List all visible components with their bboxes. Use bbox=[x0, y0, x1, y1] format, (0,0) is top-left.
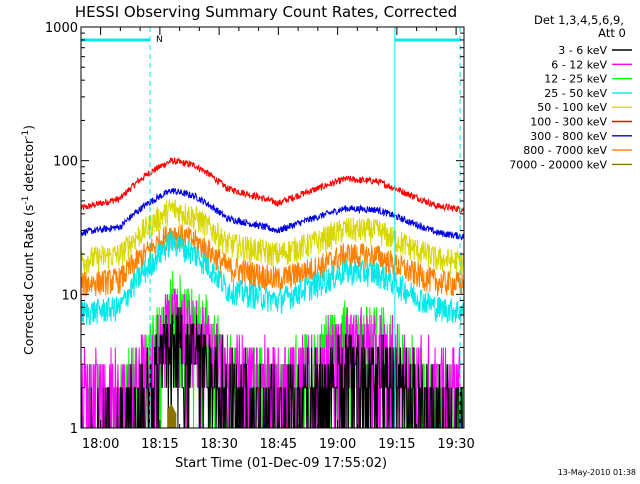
legend-label-800-7000-kev: 800 - 7000 keV bbox=[523, 144, 607, 157]
legend-label-12-25-kev: 12 - 25 keV bbox=[544, 73, 607, 86]
x-tick-label: 18:15 bbox=[141, 437, 178, 452]
y-tick-label: 100 bbox=[53, 155, 78, 170]
legend-title-line: Det 1,3,4,5,6,9, bbox=[534, 13, 624, 27]
chart-title: HESSI Observing Summary Count Rates, Cor… bbox=[75, 3, 457, 21]
x-tick-label: 19:00 bbox=[319, 437, 356, 452]
series-3-6-kev bbox=[81, 307, 464, 428]
axes: 1 10 100 1000 18:00 18:15 18:30 18:45 19:00 19:15… bbox=[45, 21, 475, 452]
series-300-800-kev bbox=[81, 187, 464, 241]
x-tick-label: 18:45 bbox=[260, 437, 297, 452]
series-50-100-kev bbox=[81, 198, 464, 276]
plot-area: N bbox=[81, 27, 464, 428]
x-tick-label: 18:30 bbox=[200, 437, 237, 452]
series-100-300-kev bbox=[81, 156, 464, 214]
legend-label-25-50-kev: 25 - 50 keV bbox=[544, 87, 607, 100]
series-group bbox=[81, 156, 464, 428]
legend-label-3-6-kev: 3 - 6 keV bbox=[558, 44, 607, 57]
legend-label-6-12-kev: 6 - 12 keV bbox=[551, 58, 607, 71]
plot-frame bbox=[80, 26, 465, 429]
legend-label-100-300-kev: 100 - 300 keV bbox=[530, 116, 607, 129]
y-axis-label-mid: detector bbox=[21, 138, 36, 196]
legend-label-7000-20000-kev: 7000 - 20000 keV bbox=[509, 158, 607, 171]
legend-label-300-800-kev: 300 - 800 keV bbox=[530, 130, 607, 143]
x-tick-label: 19:15 bbox=[378, 437, 415, 452]
night-flag-label: N bbox=[156, 35, 163, 45]
y-axis-label: Corrected Count Rate (s-1 detector-1) bbox=[21, 125, 36, 355]
y-axis-label-end: ) bbox=[21, 125, 36, 130]
legend-title: Det 1,3,4,5,6,9, Att 0 bbox=[534, 13, 626, 40]
y-axis-label-sup2: -1 bbox=[21, 130, 31, 139]
legend-title-line: Att 0 bbox=[598, 26, 626, 40]
y-tick-label: 1000 bbox=[45, 21, 78, 36]
x-tick-label: 19:30 bbox=[437, 437, 474, 452]
series-25-50-kev bbox=[81, 230, 464, 326]
series-800-7000-kev bbox=[81, 224, 464, 297]
footer-date: 13-May-2010 01:38 bbox=[558, 468, 636, 477]
x-axis-label: Start Time (01-Dec-09 17:55:02) bbox=[175, 456, 387, 471]
y-axis-label-main: Corrected Count Rate (s bbox=[21, 205, 36, 355]
y-tick-label: 10 bbox=[61, 288, 78, 303]
y-tick-label: 1 bbox=[70, 422, 78, 437]
x-tick-label: 18:00 bbox=[82, 437, 119, 452]
y-axis-label-sup: -1 bbox=[21, 196, 31, 205]
series-7000-20000-kev bbox=[167, 404, 177, 428]
legend-label-50-100-kev: 50 - 100 keV bbox=[537, 101, 607, 114]
